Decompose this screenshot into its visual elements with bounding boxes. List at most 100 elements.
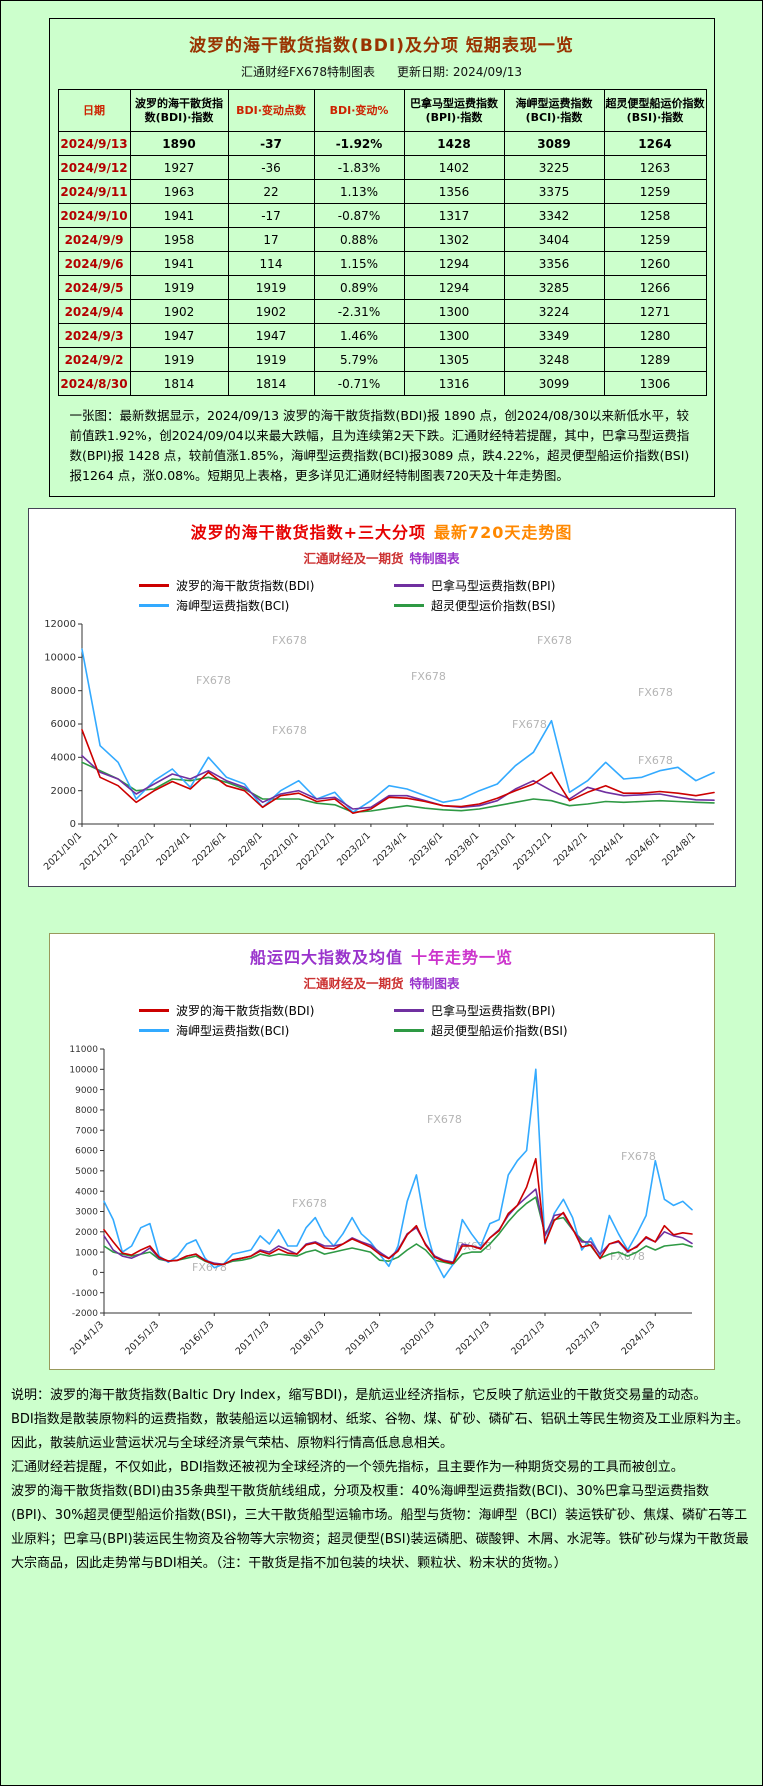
legend-line-BDI — [139, 584, 169, 587]
y-tick-label: 7000 — [75, 1126, 98, 1136]
watermark: FX678 — [272, 724, 307, 737]
chart-720-card: 波罗的海干散货指数+三大分项 最新720天走势图 汇通财经及一期货 特制图表 波罗的… — [27, 508, 736, 887]
table-cell: 1902 — [227, 299, 315, 324]
table-cell: 1280 — [603, 323, 707, 348]
chart-10y-subtitle-tag: 特制图表 — [409, 976, 460, 991]
y-tick-label: 10000 — [44, 653, 76, 664]
table-cell: 1947 — [227, 323, 315, 348]
table-row: 2024/9/5 1919 1919 0.89% 1294 3285 1266 — [57, 275, 707, 300]
table-cell: 1300 — [403, 299, 505, 324]
legend-label: 巴拿马型运费指数(BPI) — [431, 1004, 556, 1018]
legend-line-BDI — [139, 1009, 169, 1012]
watermark: FX678 — [272, 634, 307, 647]
footer-paragraph: BDI指数是散装原物料的运费指数，散装船运以运输钢材、纸浆、谷物、煤、矿砂、磷矿… — [11, 1412, 749, 1428]
x-tick-label: 2023/6/1 — [407, 830, 445, 868]
x-tick-label: 2022/1/3 — [509, 1319, 547, 1357]
chart-10y-legend: 波罗的海干散货指数(BDI) 巴拿马型运费指数(BPI) 海岬型运费指数(BCI) 超… — [56, 1002, 708, 1039]
x-tick-label: 2024/2/1 — [551, 830, 589, 868]
table-cell-date: 2024/9/13 — [57, 131, 131, 156]
table-cell: -37 — [227, 131, 315, 156]
y-tick-label: 8000 — [50, 686, 75, 697]
x-tick-label: 2024/4/1 — [587, 830, 625, 868]
table-cell: 1902 — [129, 299, 229, 324]
series-line-BPI — [80, 754, 715, 810]
table-cell: 1402 — [403, 155, 505, 180]
table-cell: 1814 — [227, 371, 315, 396]
table-cell: 1356 — [403, 179, 505, 204]
table-cell: 1947 — [129, 323, 229, 348]
legend-item-BDI: 波罗的海干散货指数(BDI) — [139, 1002, 394, 1019]
legend-item-BPI: 巴拿马型运费指数(BPI) — [394, 1002, 624, 1019]
table-row: 2024/9/10 1941 -17 -0.87% 1317 3342 1258 — [57, 203, 707, 228]
footer-paragraph: 汇通财经若提醒，不仅如此，BDI指数还被视为全球经济的一个领先指标，且主要作为一… — [11, 1460, 684, 1476]
legend-label: 海岬型运费指数(BCI) — [176, 599, 290, 613]
table-cell: -2.31% — [313, 299, 405, 324]
table-cell: -17 — [227, 203, 315, 228]
chart-720-title: 波罗的海干散货指数+三大分项 最新720天走势图 — [35, 519, 729, 543]
table-cell: 1259 — [603, 179, 707, 204]
table-row: 2024/9/13 1890 -37 -1.92% 1428 3089 1264 — [57, 131, 707, 156]
table-cell: 3224 — [503, 299, 605, 324]
table-row: 2024/9/11 1963 22 1.13% 1356 3375 1259 — [57, 179, 707, 204]
table-cell: 1306 — [603, 371, 707, 396]
table-cell: 1919 — [227, 275, 315, 300]
x-tick-label: 2022/12/1 — [294, 830, 336, 872]
table-cell: 1259 — [603, 227, 707, 252]
table-row: 2024/9/3 1947 1947 1.46% 1300 3349 1280 — [57, 323, 707, 348]
legend-item-BPI: 巴拿马型运费指数(BPI) — [394, 577, 624, 594]
footer-paragraph: 因此，散装航运业营运状况与全球经济景气荣枯、原物料行情高低息息相关。 — [11, 1436, 454, 1452]
y-tick-label: 9000 — [75, 1086, 98, 1096]
table-cell: 1316 — [403, 371, 505, 396]
x-tick-label: 2024/8/1 — [660, 830, 698, 868]
x-tick-label: 2017/1/3 — [233, 1319, 271, 1357]
table-cell-date: 2024/9/12 — [57, 155, 131, 180]
x-tick-label: 2023/12/1 — [511, 830, 553, 872]
table-cell: 3349 — [503, 323, 605, 348]
series-line-BDI — [80, 729, 715, 814]
y-tick-label: 10000 — [69, 1066, 98, 1076]
table-row: 2024/8/30 1814 1814 -0.71% 1316 3099 1306 — [57, 371, 707, 396]
legend-label: 波罗的海干散货指数(BDI) — [176, 579, 315, 593]
table-col-header: 海岬型运费指数(BCI)·指数 — [503, 89, 605, 132]
table-cell: 1919 — [227, 347, 315, 372]
y-tick-label: -2000 — [71, 1309, 97, 1319]
table-cell: 3285 — [503, 275, 605, 300]
table-cell: 3089 — [503, 131, 605, 156]
x-tick-label: 2024/1/3 — [619, 1319, 657, 1357]
watermark: FX678 — [292, 1197, 327, 1210]
table-cell: 1927 — [129, 155, 229, 180]
table-cell: 1317 — [403, 203, 505, 228]
legend-item-BSI: 超灵便型运价指数(BSI) — [394, 597, 624, 614]
x-tick-label: 2022/2/1 — [118, 830, 156, 868]
table-update-date: 更新日期: 2024/09/13 — [397, 65, 523, 79]
table-cell: 1.46% — [313, 323, 405, 348]
table-cell: 1958 — [129, 227, 229, 252]
table-source-label: 汇通财经FX678特制图表 — [240, 65, 375, 79]
table-col-header: BDI·变动% — [313, 89, 405, 132]
legend-item-BDI: 波罗的海干散货指数(BDI) — [139, 577, 394, 594]
x-tick-label: 2023/10/1 — [475, 830, 517, 872]
x-tick-label: 2023/1/3 — [564, 1319, 602, 1357]
table-cell: 1814 — [129, 371, 229, 396]
table-cell: -0.71% — [313, 371, 405, 396]
chart-720-plot: FX678 FX678 FX678 FX678 FX678 FX678 FX678 FX678… — [41, 619, 715, 873]
x-tick-label: 2022/10/1 — [258, 830, 300, 872]
legend-item-BSI: 超灵便型船运价指数(BSI) — [394, 1022, 624, 1039]
legend-line-BPI — [394, 1009, 424, 1012]
table-note: 一张图：最新数据显示，2024/09/13 波罗的海干散货指数(BDI)报 18… — [69, 408, 690, 483]
series-line-BCI — [80, 648, 715, 814]
table-cell: 1271 — [603, 299, 707, 324]
table-cell: 5.79% — [313, 347, 405, 372]
table-cell: 1919 — [129, 275, 229, 300]
footer-notes: 说明：波罗的海干散货指数(Baltic Dry Index，缩写BDI)，是航运… — [11, 1384, 752, 1576]
table-cell: 1941 — [129, 203, 229, 228]
table-cell: 1941 — [129, 251, 229, 276]
watermark: FX678 — [621, 1150, 656, 1163]
table-cell: -0.87% — [313, 203, 405, 228]
table-cell: 17 — [227, 227, 315, 252]
y-tick-label: 2000 — [75, 1228, 98, 1238]
table-col-header: 巴拿马型运费指数(BPI)·指数 — [403, 89, 505, 132]
y-tick-label: 8000 — [75, 1106, 98, 1116]
table-col-header: 超灵便型船运价指数(BSI)·指数 — [603, 89, 707, 132]
table-title: 波罗的海干散货指数(BDI)及分项 短期表现一览 — [189, 36, 574, 56]
